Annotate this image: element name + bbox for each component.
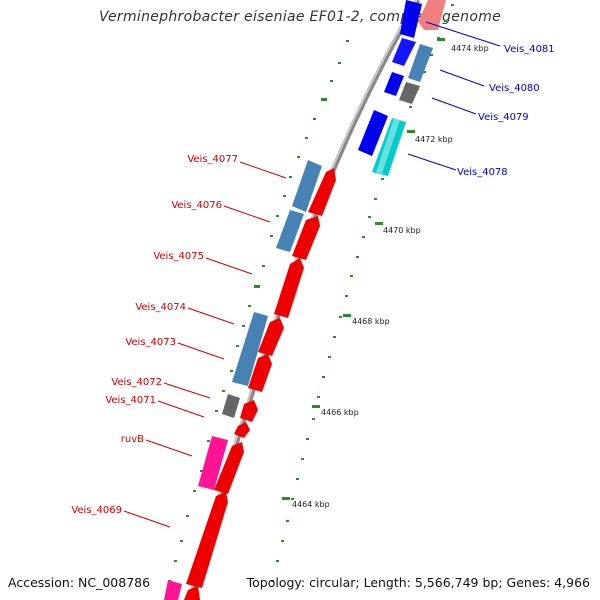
- label-veis-4075[interactable]: Veis_4075: [153, 251, 204, 262]
- label-veis-4079[interactable]: Veis_4079: [478, 112, 529, 123]
- gene-veis-4072[interactable]: [222, 394, 240, 418]
- gene-pink-bottom[interactable]: [164, 580, 182, 600]
- leader-veis-4074: [187, 307, 235, 325]
- gene-veis-4079-grey[interactable]: [399, 82, 420, 104]
- gene-veis-4076[interactable]: [276, 210, 304, 252]
- gene-veis-4069[interactable]: [186, 492, 228, 588]
- map-title: Verminephrobacter eiseniae EF01-2, compl…: [98, 9, 502, 25]
- tick-label-4472: 4472 kbp: [415, 135, 453, 144]
- gene-veis-4081[interactable]: [400, 0, 422, 38]
- gene-veis-4077[interactable]: [292, 160, 322, 212]
- leader-veis-4071: [157, 400, 205, 418]
- leader-veis-4081: [425, 21, 501, 47]
- major-ticks: [282, 38, 445, 500]
- label-ruvb[interactable]: ruvB: [121, 434, 144, 445]
- tick-label-4474: 4474 kbp: [451, 44, 489, 53]
- gene-red-small[interactable]: [234, 422, 250, 438]
- gene-salmon-top[interactable]: [418, 0, 446, 30]
- gene-ruvb[interactable]: [198, 436, 228, 490]
- leader-ruvb: [145, 439, 193, 457]
- gene-red-4074[interactable]: [258, 318, 284, 356]
- accession-text: Accession: NC_008786: [8, 575, 151, 590]
- gene-veis-4074[interactable]: [232, 312, 268, 386]
- gene-red-4077[interactable]: [308, 168, 336, 216]
- gene-red-4076[interactable]: [292, 216, 320, 260]
- label-veis-4080[interactable]: Veis_4080: [489, 83, 540, 94]
- label-veis-4071[interactable]: Veis_4071: [105, 395, 156, 406]
- label-veis-4073[interactable]: Veis_4073: [125, 337, 176, 348]
- topology-summary: Topology: circular; Length: 5,566,749 bp…: [246, 575, 590, 590]
- gene-veis-4079-blue[interactable]: [384, 72, 404, 96]
- tick-label-4466: 4466 kbp: [321, 408, 359, 417]
- leader-veis-4076: [223, 205, 271, 223]
- tick-label-4464: 4464 kbp: [292, 500, 330, 509]
- gene-veis-4080-blue[interactable]: [408, 44, 433, 82]
- gene-red-bottom[interactable]: [184, 586, 200, 600]
- leader-veis-4075: [205, 257, 253, 275]
- tick-label-4468: 4468 kbp: [352, 317, 390, 326]
- label-veis-4076[interactable]: Veis_4076: [171, 200, 222, 211]
- leader-veis-4072: [163, 382, 211, 399]
- leader-veis-4069: [123, 510, 171, 528]
- gene-blue-4078a[interactable]: [358, 110, 388, 156]
- gene-veis-4073[interactable]: [248, 354, 272, 392]
- leader-veis-4079: [431, 97, 477, 115]
- tick-label-4470: 4470 kbp: [383, 226, 421, 235]
- gene-veis-4071[interactable]: [240, 400, 258, 422]
- outer-tick-track: [271, 4, 454, 582]
- gene-red-ruvb[interactable]: [214, 442, 244, 494]
- label-veis-4077[interactable]: Veis_4077: [187, 154, 238, 165]
- label-veis-4069[interactable]: Veis_4069: [71, 505, 122, 516]
- label-veis-4081[interactable]: Veis_4081: [504, 44, 555, 55]
- gene-blue-2[interactable]: [392, 38, 416, 66]
- leader-veis-4073: [177, 342, 225, 360]
- label-veis-4078[interactable]: Veis_4078: [457, 167, 508, 178]
- inner-tick-track: [168, 40, 349, 582]
- leader-veis-4080: [439, 69, 485, 87]
- label-veis-4072[interactable]: Veis_4072: [111, 377, 162, 388]
- gene-veis-4075[interactable]: [274, 258, 304, 318]
- leader-veis-4077: [239, 161, 287, 179]
- label-veis-4074[interactable]: Veis_4074: [135, 302, 186, 313]
- leader-veis-4078: [407, 153, 457, 171]
